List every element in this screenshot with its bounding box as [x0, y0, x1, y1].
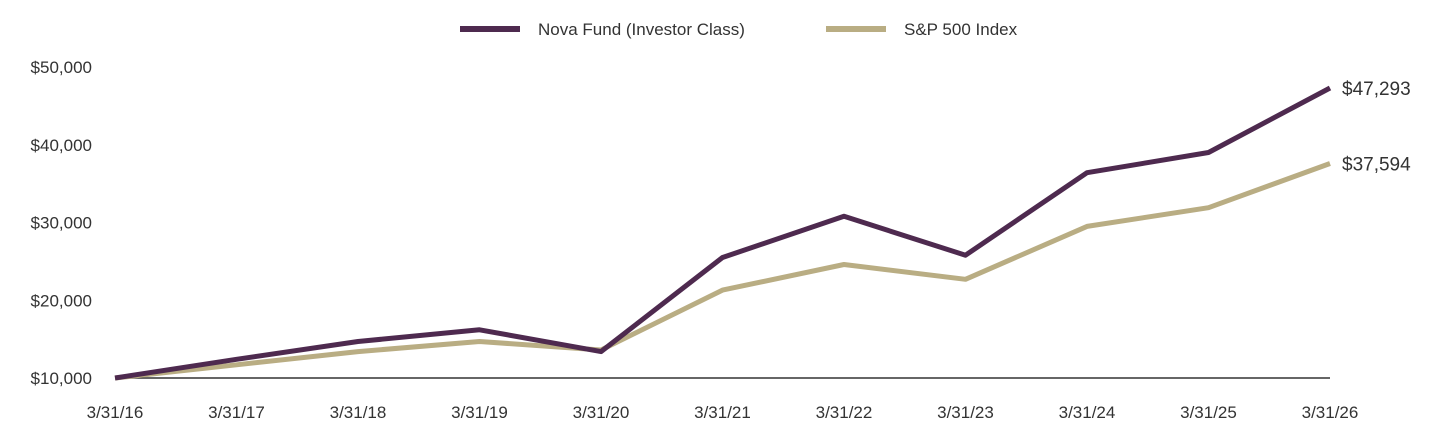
y-tick-label: $40,000 — [31, 136, 92, 155]
y-tick-label: $30,000 — [31, 214, 92, 233]
series-line-nova-fund-investor-class — [114, 85, 1332, 381]
x-tick-label: 3/31/26 — [1302, 403, 1359, 422]
y-axis: $10,000 $20,000 $30,000 $40,000 $50,000 — [31, 58, 92, 388]
x-tick-label: 3/31/19 — [451, 403, 508, 422]
end-value-label-s-p-500-index: $37,594 — [1342, 154, 1411, 175]
x-tick-label: 3/31/20 — [573, 403, 630, 422]
legend-item-sp500: S&P 500 Index — [826, 20, 1018, 39]
x-tick-label: 3/31/16 — [87, 403, 144, 422]
series-line-s-p-500-index — [114, 161, 1331, 381]
legend-label-nova-fund: Nova Fund (Investor Class) — [538, 20, 745, 39]
x-tick-label: 3/31/25 — [1180, 403, 1237, 422]
series-layer — [114, 85, 1332, 381]
legend-item-nova-fund: Nova Fund (Investor Class) — [460, 20, 745, 39]
legend-label-sp500: S&P 500 Index — [904, 20, 1018, 39]
x-tick-label: 3/31/18 — [330, 403, 387, 422]
y-tick-label: $10,000 — [31, 369, 92, 388]
chart-legend: Nova Fund (Investor Class) S&P 500 Index — [460, 20, 1018, 39]
x-tick-label: 3/31/22 — [816, 403, 873, 422]
x-tick-label: 3/31/17 — [208, 403, 265, 422]
x-tick-label: 3/31/23 — [937, 403, 994, 422]
y-tick-label: $50,000 — [31, 58, 92, 77]
x-tick-label: 3/31/24 — [1059, 403, 1116, 422]
end-value-label-nova-fund-investor-class: $47,293 — [1342, 79, 1411, 100]
y-tick-label: $20,000 — [31, 291, 92, 310]
x-axis: 3/31/16 3/31/17 3/31/18 3/31/19 3/31/20 3/31/… — [87, 403, 1359, 422]
x-tick-label: 3/31/21 — [694, 403, 751, 422]
end-labels: $47,293 $37,594 — [1342, 79, 1411, 175]
